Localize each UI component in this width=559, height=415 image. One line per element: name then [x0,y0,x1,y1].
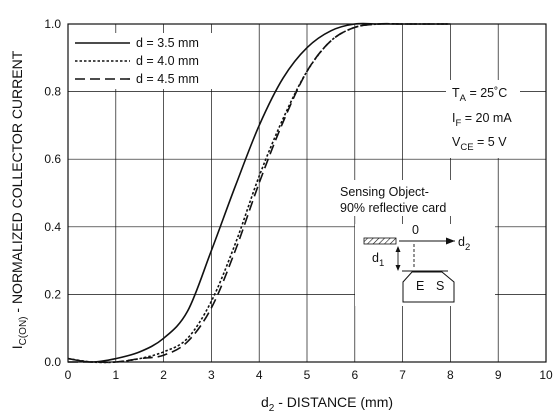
diagram-zero-label: 0 [412,223,419,237]
y-tick-label: 1.0 [44,17,61,31]
x-tick-label: 9 [495,368,502,382]
x-tick-label: 5 [304,368,311,382]
y-tick-label: 0.6 [44,152,61,166]
x-tick-labels: 0 1 2 3 4 5 6 7 8 9 10 [65,368,553,382]
d1-label: d1 [372,251,384,269]
sensing-note-background [336,180,466,216]
conditions-background [446,80,520,158]
d2-label: d2 [458,235,470,253]
x-tick-label: 6 [351,368,358,382]
x-tick-label: 0 [65,368,72,382]
d1-arrow-bottom [395,265,401,271]
y-tick-labels: 0.0 0.2 0.4 0.6 0.8 1.0 [44,17,61,369]
legend-label-4-0mm: d = 4.0 mm [136,54,199,68]
x-tick-label: 8 [447,368,454,382]
emitter-label: E [416,279,424,293]
d1-arrow-top [395,246,401,252]
x-tick-label: 7 [399,368,406,382]
sensing-note-line-1: Sensing Object- [340,185,429,199]
legend-label-3-5mm: d = 3.5 mm [136,36,199,50]
y-axis-label: IC(ON) - NORMALIZED COLLECTOR CURRENT [9,50,29,349]
x-axis-label: d2 - DISTANCE (mm) [261,394,393,414]
x-tick-label: 3 [208,368,215,382]
d2-arrow-head [446,237,455,245]
condition-temperature: TA = 25˚C [452,86,507,104]
x-tick-label: 1 [112,368,119,382]
setup-diagram: 0 d2 d1 E S [355,223,495,306]
y-tick-label: 0.2 [44,287,61,301]
condition-forward-current: IF = 20 mA [452,111,512,129]
legend-label-4-5mm: d = 4.5 mm [136,72,199,86]
x-tick-label: 2 [160,368,167,382]
sensing-object-note: Sensing Object- 90% reflective card [336,180,466,216]
x-tick-label: 4 [256,368,263,382]
y-tick-label: 0.0 [44,355,61,369]
legend: d = 3.5 mm d = 4.0 mm d = 4.5 mm [71,33,223,89]
x-tick-label: 10 [539,368,553,382]
series-line-3 [67,22,451,364]
y-tick-label: 0.4 [44,220,61,234]
condition-collector-voltage: VCE = 5 V [452,135,507,153]
series-lines [67,22,451,364]
plot-frame [67,23,547,363]
reflective-card [363,237,397,245]
sensing-note-line-2: 90% reflective card [340,201,446,215]
test-conditions: TA = 25˚C IF = 20 mA VCE = 5 V [446,80,520,158]
sensor-label: S [436,279,444,293]
sensor-package [402,271,455,303]
y-tick-label: 0.8 [44,85,61,99]
